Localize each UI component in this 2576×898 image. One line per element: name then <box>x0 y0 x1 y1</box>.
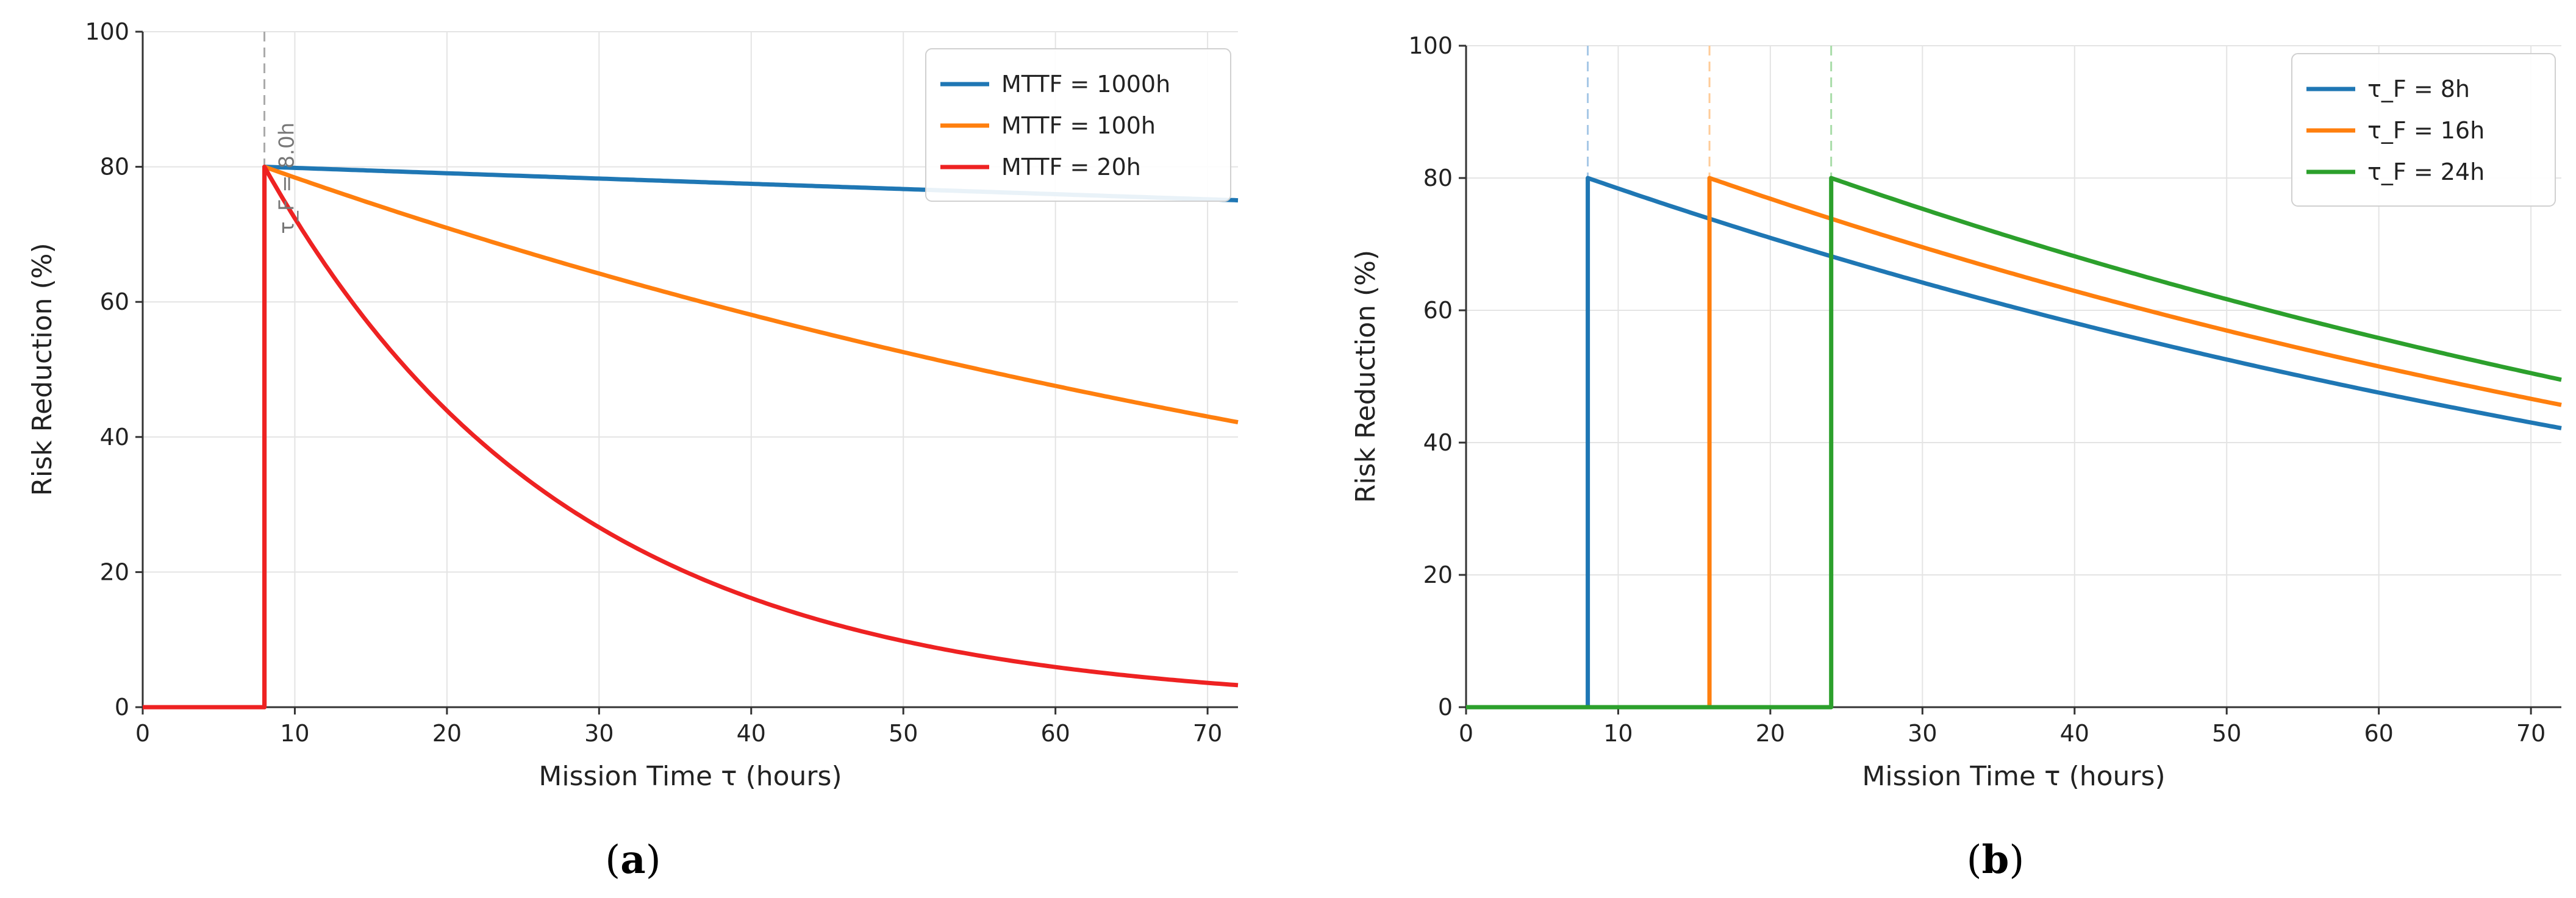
caption-close: ) <box>646 838 661 883</box>
x-tick-label: 50 <box>2212 720 2241 747</box>
x-tick-label: 30 <box>584 720 614 747</box>
tau-f-annotation: τ_F = 8.0h <box>275 123 299 234</box>
legend-box <box>2291 53 2556 207</box>
series-line <box>143 165 1239 710</box>
caption-letter: a <box>620 837 645 883</box>
series-line <box>143 165 1239 710</box>
y-tick-label: 0 <box>1438 694 1453 721</box>
x-tick-label: 40 <box>737 720 766 747</box>
y-axis-title: Risk Reduction (%) <box>1350 250 1381 503</box>
y-axis-title: Risk Reduction (%) <box>27 243 58 496</box>
legend-box <box>925 48 1231 202</box>
legend-label: MTTF = 100h <box>1001 112 1156 139</box>
x-axis-title: Mission Time τ (hours) <box>538 761 842 792</box>
caption-letter: b <box>1982 837 2009 883</box>
x-axis-title: Mission Time τ (hours) <box>1862 761 2165 792</box>
x-tick-label: 70 <box>1193 720 1222 747</box>
x-tick-label: 10 <box>1603 720 1633 747</box>
panel-b: 0 10 20 30 40 50 60 70 0 20 40 60 80 100 Mission Time … <box>1350 32 2562 883</box>
legend-label: τ_F = 16h <box>2367 117 2485 144</box>
x-tick-label: 0 <box>135 720 150 747</box>
y-tick-label: 0 <box>115 694 129 721</box>
x-tick-label: 0 <box>1459 720 1473 747</box>
series-line <box>1466 176 2562 710</box>
legend-label: MTTF = 20h <box>1001 154 1141 180</box>
panel-caption: (b) <box>1967 837 2025 883</box>
y-tick-label: 20 <box>100 558 129 585</box>
y-tick-label: 80 <box>100 154 129 180</box>
x-tick-label: 60 <box>1040 720 1070 747</box>
y-tick-label: 80 <box>1423 165 1453 191</box>
y-tick-label: 40 <box>1423 429 1453 456</box>
caption-close: ) <box>2009 838 2024 883</box>
legend-label: MTTF = 1000h <box>1001 71 1170 98</box>
y-tick-label: 40 <box>100 424 129 451</box>
caption-open: ( <box>1967 838 1982 883</box>
x-tick-label: 10 <box>280 720 309 747</box>
y-tick-label: 100 <box>1408 32 1453 59</box>
x-tick-label: 20 <box>1756 720 1785 747</box>
x-tick-label: 60 <box>2364 720 2393 747</box>
y-tick-label: 60 <box>100 288 129 315</box>
x-tick-label: 50 <box>889 720 918 747</box>
x-tick-label: 20 <box>432 720 462 747</box>
legend-label: τ_F = 24h <box>2367 159 2485 185</box>
panel-a: 0 10 20 30 40 50 60 70 0 20 40 60 80 100 Mission Time … <box>27 18 1239 883</box>
series-line <box>1466 176 2562 710</box>
series-line <box>1466 176 2562 710</box>
y-tick-label: 20 <box>1423 561 1453 588</box>
y-tick-label: 60 <box>1423 297 1453 324</box>
x-tick-label: 70 <box>2516 720 2546 747</box>
y-tick-label: 100 <box>85 18 129 45</box>
legend-label: τ_F = 8h <box>2367 76 2470 102</box>
x-tick-label: 40 <box>2060 720 2089 747</box>
panel-caption: (a) <box>605 837 660 883</box>
caption-open: ( <box>605 838 620 883</box>
x-tick-label: 30 <box>1908 720 1937 747</box>
